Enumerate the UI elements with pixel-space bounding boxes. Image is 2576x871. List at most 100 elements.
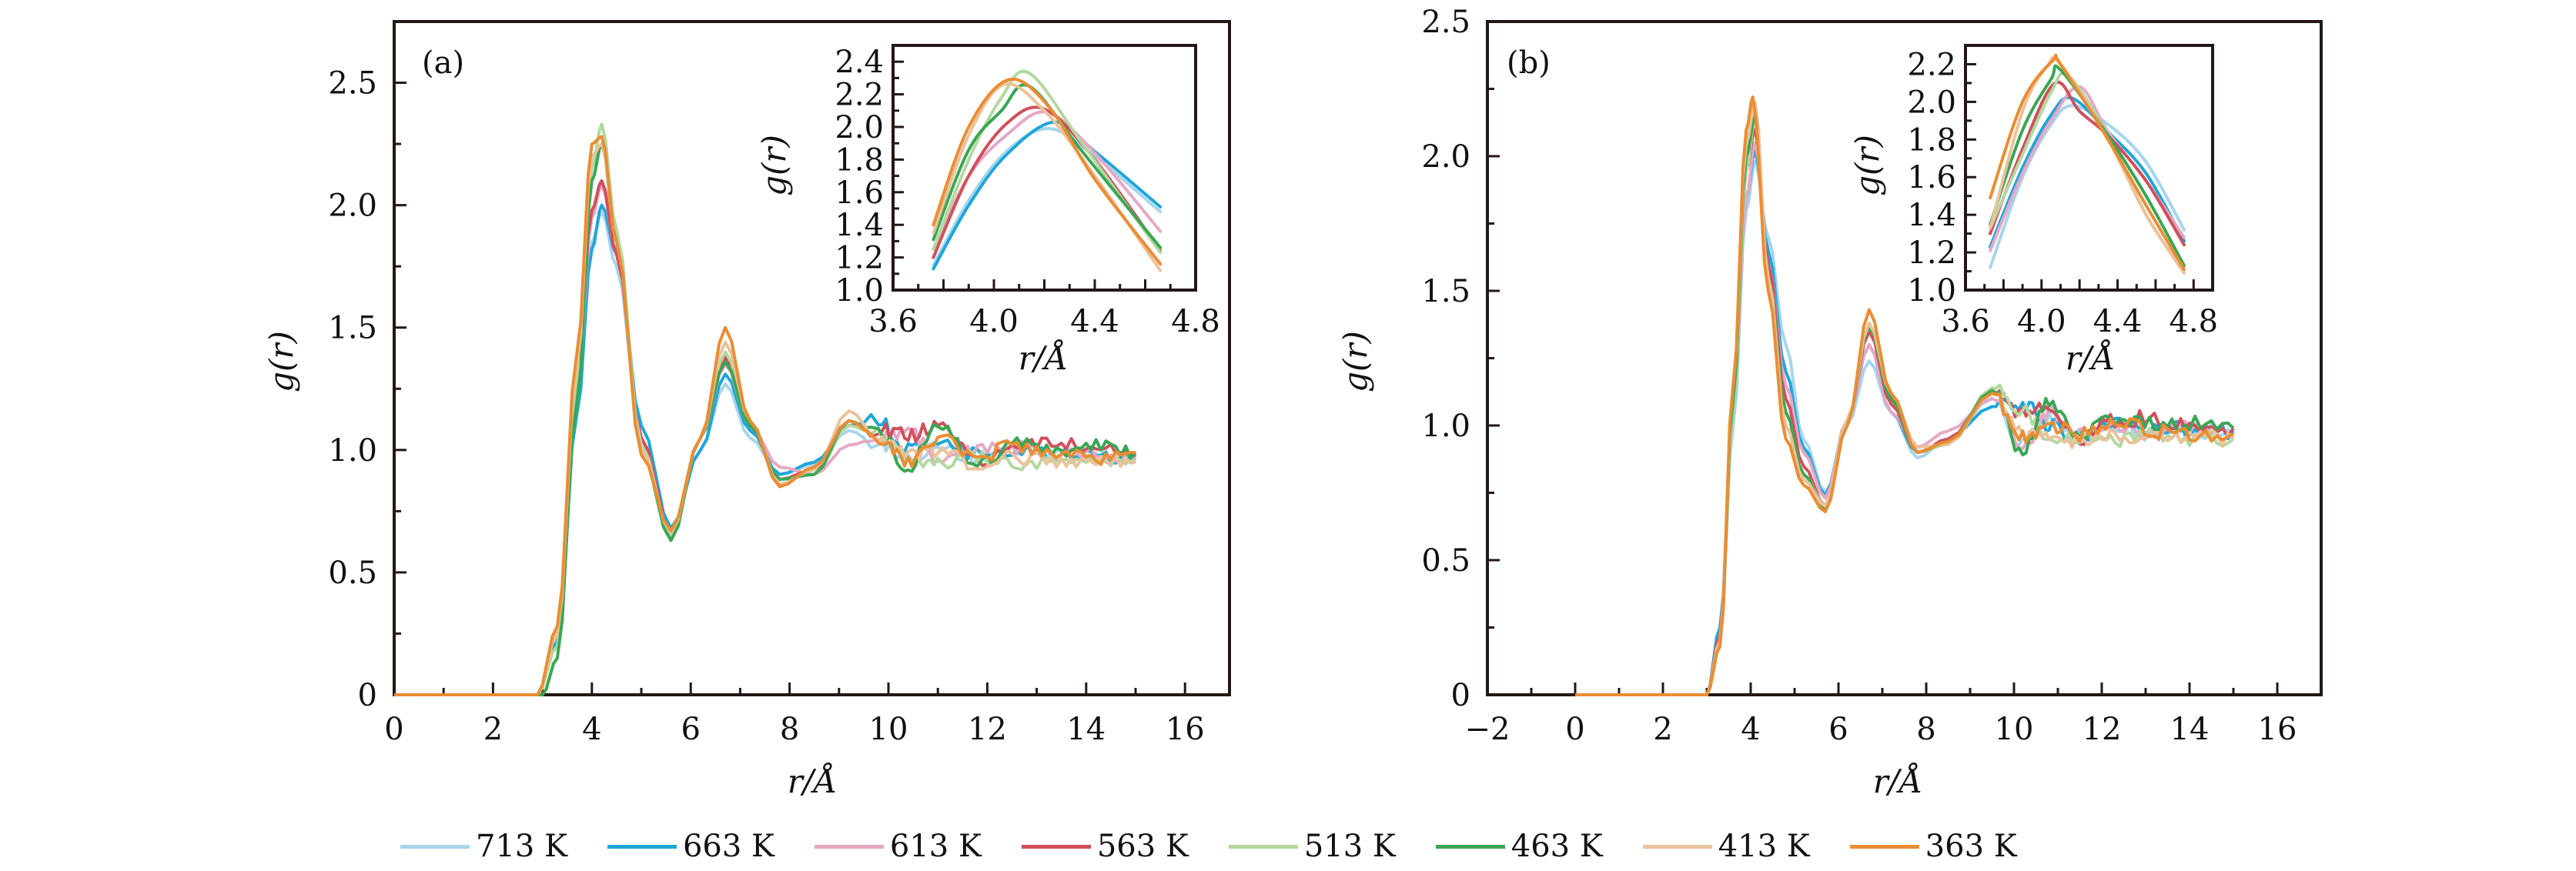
- inset-x-tick-label: 4.4: [2093, 304, 2143, 339]
- panel-b: −2 0 2 4 6 8 10 12 14 1600.51.01.52.02.5g(r)r/Å(b…: [1337, 5, 2323, 800]
- x-tick-label: 10: [869, 712, 908, 747]
- inset-y-tick-label: 1.0: [1907, 273, 1956, 309]
- panel-label: (a): [422, 45, 464, 81]
- inset-y-tick-label: 1.4: [1907, 198, 1956, 233]
- legend-label: 363 K: [1925, 829, 2017, 864]
- inset-y-tick-label: 1.6: [835, 175, 884, 211]
- inset-series-line-363k: [932, 77, 1163, 266]
- legend-item: 563 K: [1021, 829, 1189, 864]
- legend-item: 413 K: [1642, 829, 1810, 864]
- inset-y-axis-title: g(r): [755, 135, 793, 196]
- legend-item: 513 K: [1228, 829, 1396, 864]
- panel-label: (b): [1507, 45, 1551, 81]
- series-line-363k: [394, 135, 1136, 696]
- y-tick-label: 2.5: [1421, 5, 1470, 40]
- legend-swatch: [814, 844, 884, 849]
- y-tick-label: 1.5: [328, 311, 377, 346]
- inset-x-axis-title: r/Å: [2066, 339, 2116, 377]
- panel-a: 0 2 4 6 8 10 12 14 16 0 0.5 1.0 1.5 2.0 2.5 g(r) r/Å (a) 3…: [263, 20, 1231, 800]
- inset-x-tick-label: 3.6: [1941, 304, 1990, 339]
- x-tick-label: 8: [780, 712, 799, 747]
- inset-series-line-363k: [1989, 53, 2186, 272]
- inset-y-axis-title: g(r): [1848, 135, 1886, 196]
- y-tick-label: 0: [1451, 678, 1470, 713]
- y-tick-label: 2.0: [1421, 139, 1470, 175]
- series-line-363k: [1575, 95, 2234, 696]
- inset-series-line-713k: [1989, 104, 2186, 269]
- inset: 3.6 4.0 4.4 4.8 1.01.21.41.61.82.02.22.4 g(r)…: [755, 44, 1220, 377]
- legend-label: 413 K: [1718, 829, 1810, 864]
- y-tick-label: 0.5: [1421, 543, 1470, 579]
- y-axis-title: g(r): [1337, 331, 1374, 392]
- x-axis-title: r/Å: [788, 762, 838, 800]
- legend-label: 463 K: [1510, 829, 1603, 864]
- legend: 713 K 663 K 613 K 563 K 513 K 463 K 413 …: [400, 823, 2171, 869]
- y-tick-label: 1.0: [1421, 409, 1470, 444]
- inset-series-line-563k: [1989, 80, 2186, 247]
- y-tick-label: 0.5: [328, 556, 377, 591]
- inset-y-tick-label: 2.2: [1907, 47, 1956, 82]
- x-tick-label: 0: [1565, 712, 1584, 747]
- y-tick-label: 2.0: [328, 189, 377, 224]
- legend-label: 513 K: [1303, 829, 1396, 864]
- x-tick-label: 12: [968, 712, 1007, 747]
- y-tick-label: 0: [358, 678, 377, 713]
- x-tick-label: 14: [1066, 712, 1106, 747]
- inset-x-tick-label: 3.6: [868, 304, 918, 339]
- x-tick-label: 2: [483, 712, 503, 747]
- legend-label: 563 K: [1096, 829, 1189, 864]
- inset: 3.6 4.0 4.4 4.8 1.01.21.41.61.82.02.2 g(r) r/Å: [1848, 44, 2218, 377]
- x-tick-label: 16: [2258, 712, 2297, 747]
- inset-y-tick-label: 2.4: [835, 45, 884, 80]
- y-tick-label: 2.5: [328, 66, 377, 102]
- x-tick-label: 16: [1166, 712, 1205, 747]
- legend-item: 363 K: [1849, 829, 2017, 864]
- legend-swatch: [607, 844, 677, 849]
- inset-x-tick-label: 4.0: [969, 304, 1019, 339]
- legend-swatch: [1021, 844, 1091, 849]
- legend-swatch: [400, 844, 470, 849]
- inset-x-tick-label: 4.4: [1070, 304, 1119, 339]
- x-tick-label: 6: [1828, 712, 1848, 747]
- x-tick-label: −2: [1465, 712, 1510, 747]
- inset-y-tick-label: 1.8: [835, 142, 884, 178]
- inset-y-tick-label: 1.6: [1907, 160, 1956, 195]
- x-tick-label: 14: [2170, 712, 2210, 747]
- inset-series-line-663k: [932, 120, 1163, 271]
- legend-item: 463 K: [1435, 829, 1603, 864]
- x-tick-label: 4: [582, 712, 601, 747]
- inset-y-tick-label: 1.0: [835, 273, 884, 309]
- inset-series-line-463k: [1989, 64, 2186, 268]
- x-axis-title: r/Å: [1873, 762, 1923, 800]
- legend-label: 663 K: [682, 829, 774, 864]
- inset-y-tick-label: 1.8: [1907, 122, 1956, 158]
- legend-swatch: [1228, 844, 1298, 849]
- inset-y-tick-label: 2.0: [835, 110, 884, 145]
- legend-swatch: [1435, 844, 1505, 849]
- x-tick-label: 6: [681, 712, 700, 747]
- inset-y-tick-label: 1.2: [1907, 235, 1956, 271]
- inset-x-tick-label: 4.0: [2017, 304, 2066, 339]
- inset-y-tick-label: 1.4: [835, 208, 884, 243]
- legend-item: 663 K: [607, 829, 774, 864]
- legend-swatch: [1849, 844, 1919, 849]
- plot-frame: [393, 20, 1231, 696]
- inset-series-line-513k: [932, 69, 1163, 255]
- inset-y-tick-label: 2.0: [1907, 85, 1956, 120]
- y-axis-title: g(r): [263, 331, 300, 392]
- inset-x-axis-title: r/Å: [1019, 339, 1069, 377]
- y-tick-label: 1.0: [328, 433, 377, 469]
- series-group: [1575, 95, 2235, 696]
- x-tick-label: 8: [1916, 712, 1935, 747]
- x-tick-label: 2: [1653, 712, 1672, 747]
- legend-label: 713 K: [476, 829, 567, 864]
- legend-item: 713 K: [400, 829, 567, 864]
- x-tick-label: 0: [384, 712, 403, 747]
- legend-item: 613 K: [814, 829, 982, 864]
- inset-y-tick-label: 1.2: [835, 241, 884, 276]
- series-group: [394, 122, 1137, 696]
- y-tick-label: 1.5: [1421, 274, 1470, 309]
- x-tick-label: 12: [2083, 712, 2122, 747]
- inset-x-tick-label: 4.8: [1171, 304, 1220, 339]
